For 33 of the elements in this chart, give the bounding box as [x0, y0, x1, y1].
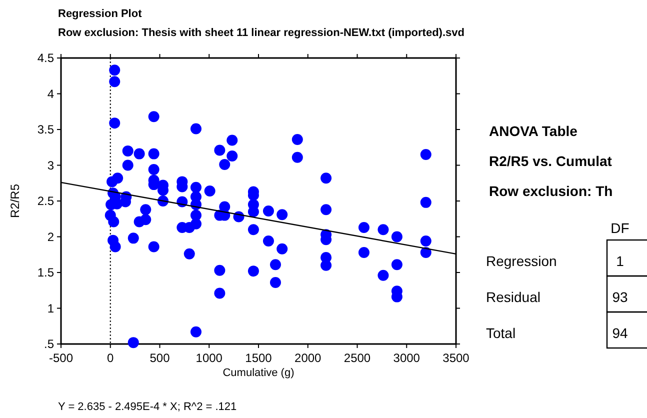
x-tick-label: -500 — [48, 351, 74, 365]
y-tick-label: 2.5 — [37, 194, 54, 208]
x-tick-label: 1000 — [196, 351, 223, 365]
y-tick-label: 4 — [47, 86, 54, 101]
x-axis-title: Cumulative (g) — [222, 367, 294, 379]
x-tick-label: 2500 — [344, 351, 371, 365]
y-tick-label: 2 — [47, 230, 54, 244]
y-axis-title: R2/R5 — [8, 184, 22, 218]
category-label: Residual — [486, 289, 540, 305]
data-label: 93 — [612, 289, 628, 305]
y-tick-label: 1.5 — [37, 266, 54, 280]
chart-title: Regression Plot — [58, 8, 142, 20]
text: DF — [610, 220, 630, 236]
text: R2/R5 vs. Cumulat — [489, 153, 612, 169]
x-tick-label: 3000 — [393, 351, 420, 365]
chart-subtitle: Row exclusion: Thesis with sheet 11 linear regression-NEW.txt (imported).svd — [58, 27, 464, 39]
x-tick-label: 3500 — [442, 351, 470, 365]
y-tick-label: 3 — [47, 158, 54, 172]
x-tick-label: 500 — [150, 351, 170, 365]
x-tick-label: 0 — [107, 351, 114, 365]
y-tick-label: 4.5 — [37, 51, 54, 65]
x-tick-label: 2000 — [294, 351, 322, 365]
text: Y = 2.635 - 2.495E-4 * X; R^2 = .121 — [58, 401, 237, 413]
y-tick-label: 3.5 — [37, 122, 54, 136]
y-tick-label: 1 — [47, 301, 54, 316]
category-label: Total — [486, 325, 516, 341]
x-tick-label: 1500 — [245, 351, 272, 365]
category-label: Regression — [486, 253, 557, 269]
text: Row exclusion: Th — [489, 183, 613, 199]
data-label: 1 — [616, 253, 624, 269]
y-tick-label: .5 — [44, 337, 54, 351]
data-label: 94 — [612, 325, 628, 341]
text: ANOVA Table — [489, 123, 578, 139]
